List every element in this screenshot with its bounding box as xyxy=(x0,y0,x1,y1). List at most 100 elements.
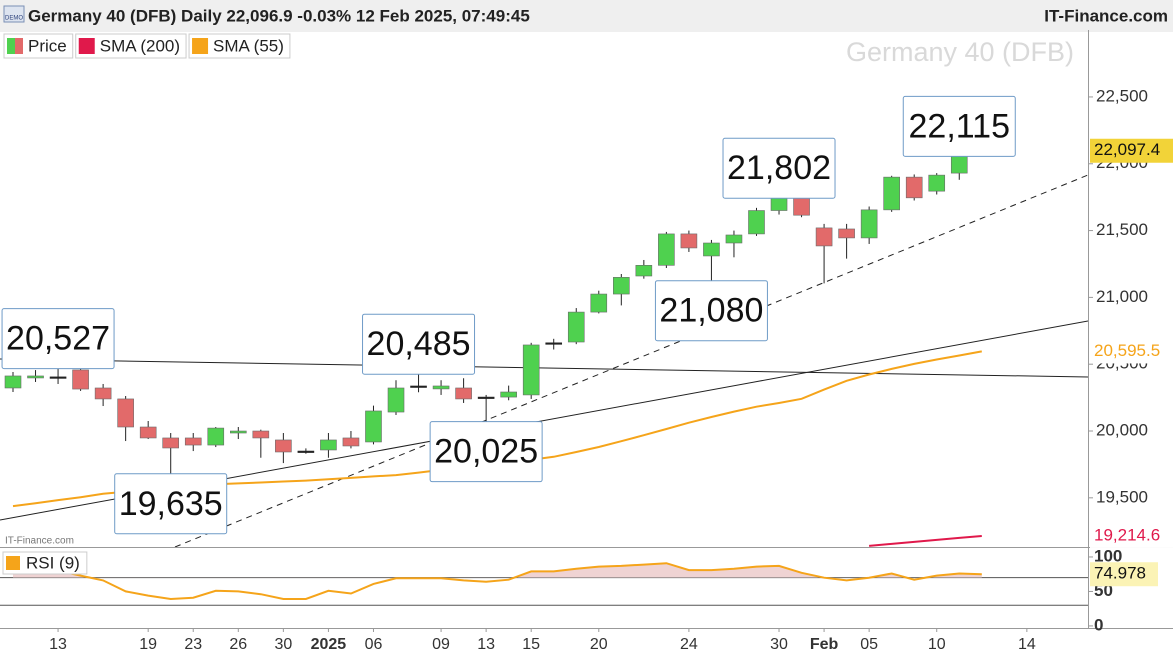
candle-body xyxy=(320,439,337,451)
x-tick-label: 30 xyxy=(274,636,292,653)
legend-swatch xyxy=(7,38,15,54)
legend-swatch xyxy=(78,38,95,54)
candle-body xyxy=(680,233,698,249)
x-tick-label: 05 xyxy=(860,636,878,653)
rsi-y-tick-label: 0 xyxy=(1094,615,1103,634)
candle-body xyxy=(522,344,540,396)
candle-body xyxy=(477,396,495,399)
candle-body xyxy=(725,234,743,244)
sma-label-bg xyxy=(1090,523,1173,548)
annotation-label: 21,080 xyxy=(659,292,763,330)
candle-body xyxy=(590,293,608,313)
candle-body xyxy=(297,450,315,453)
x-tick-label: 30 xyxy=(770,636,788,653)
candle-body xyxy=(770,196,788,211)
sma-label-bg xyxy=(1090,339,1173,364)
legend-bg xyxy=(2,551,88,575)
candle-body xyxy=(72,369,89,390)
candle-body xyxy=(387,387,405,413)
candle-body xyxy=(905,176,923,199)
legend-label: SMA (200) xyxy=(100,36,180,55)
annotation-box xyxy=(362,313,476,375)
candle-body xyxy=(27,375,44,379)
candle-body xyxy=(432,385,450,390)
sma-label: 19,214.6 xyxy=(1094,525,1160,544)
y-tick-label: 22,500 xyxy=(1096,86,1148,105)
badge-icon xyxy=(3,5,25,23)
candle-body xyxy=(815,227,833,247)
candle-body xyxy=(139,426,157,439)
credit: IT-Finance.com xyxy=(5,536,74,547)
rsi-overbought-fill xyxy=(13,563,982,578)
candle-body xyxy=(928,174,946,192)
price-label-bg xyxy=(1090,138,1173,163)
x-tick-label: 19 xyxy=(139,636,157,653)
sma-line xyxy=(869,535,982,547)
candle-body xyxy=(4,375,22,389)
candle-body xyxy=(207,427,225,446)
annotation-label: 20,485 xyxy=(367,325,471,363)
legend-item: SMA (200) xyxy=(75,33,187,59)
legend-item: Price xyxy=(3,33,74,59)
legend-label: Price xyxy=(28,36,67,55)
x-tick-label: 06 xyxy=(365,636,383,653)
annotation-label: 19,635 xyxy=(119,485,223,523)
x-tick-label: 2025 xyxy=(311,636,347,653)
candle-body xyxy=(500,391,517,398)
candle-body xyxy=(703,242,720,257)
x-tick-label: 23 xyxy=(184,636,202,653)
candle-body xyxy=(365,410,382,443)
candle-body xyxy=(838,228,855,239)
annotation-label: 21,802 xyxy=(727,149,831,187)
x-tick-label: 13 xyxy=(477,636,495,653)
x-tick-label: 10 xyxy=(928,636,946,653)
y-tick-label: 21,000 xyxy=(1096,287,1148,306)
watermark: Germany 40 (DFB) xyxy=(846,37,1074,67)
annotation-label: 20,025 xyxy=(434,433,538,471)
x-tick-label: 26 xyxy=(229,636,247,653)
chart-title: Germany 40 (DFB) Daily 22,096.9 -0.03% 1… xyxy=(28,6,530,25)
annotation-box xyxy=(114,473,228,535)
x-tick-label: 14 xyxy=(1018,636,1036,653)
legend-swatch xyxy=(192,38,209,54)
x-tick-label: 24 xyxy=(680,636,698,653)
candle-body xyxy=(49,376,67,379)
y-tick-label: 19,500 xyxy=(1096,487,1148,506)
annotation-box xyxy=(654,280,768,342)
candle-body xyxy=(793,195,810,216)
annotation-box xyxy=(1,308,115,370)
price-label: 22,097.4 xyxy=(1094,140,1160,159)
x-tick-label: 20 xyxy=(590,636,608,653)
candle-body xyxy=(613,277,630,295)
legend-label: SMA (55) xyxy=(213,36,284,55)
rsi-line xyxy=(12,562,982,601)
sma-label: 20,595.5 xyxy=(1094,341,1160,360)
rsi-label-bg xyxy=(1090,562,1158,587)
rsi-label: 74.978 xyxy=(1094,564,1146,583)
annotation-label: 20,527 xyxy=(6,320,110,358)
candle-body xyxy=(117,398,134,428)
candle-body xyxy=(252,430,270,439)
candle-body xyxy=(184,437,202,446)
x-tick-label: 15 xyxy=(522,636,540,653)
candle-body xyxy=(748,210,765,235)
candle-body xyxy=(635,265,653,277)
candle-body xyxy=(410,385,427,388)
candle-body xyxy=(883,176,900,211)
trendline xyxy=(0,358,1088,378)
candle-body xyxy=(342,437,360,447)
header-bar xyxy=(0,0,1173,32)
annotation-box xyxy=(429,421,543,483)
rsi-area xyxy=(0,562,1088,606)
x-tick-label: 13 xyxy=(49,636,67,653)
legend-item: SMA (55) xyxy=(188,33,291,59)
candle-body xyxy=(455,387,472,400)
legend-swatch xyxy=(6,556,20,570)
candle-body xyxy=(545,342,563,345)
candle-body xyxy=(567,311,585,343)
y-tick-label: 21,500 xyxy=(1096,220,1148,239)
rsi-y-tick-label: 100 xyxy=(1094,546,1122,565)
legend-label: RSI (9) xyxy=(26,553,80,572)
legend-swatch xyxy=(15,38,23,54)
